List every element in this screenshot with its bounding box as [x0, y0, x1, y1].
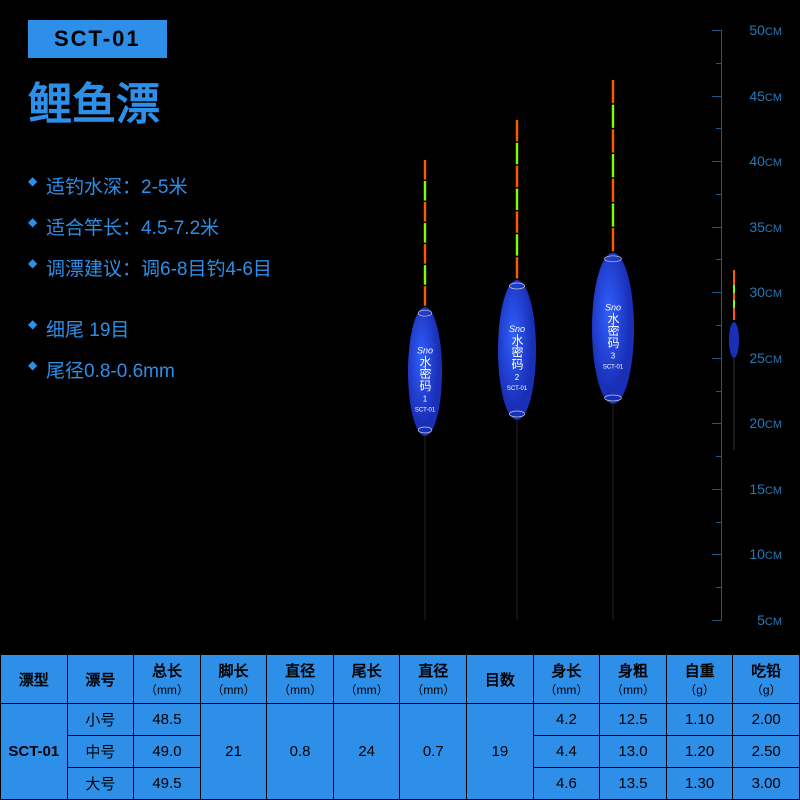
table-header: 自重（g） — [666, 655, 733, 704]
ruler-mark: 15CM — [749, 481, 782, 497]
ruler-mark: 45CM — [749, 88, 782, 104]
spec-table: 漂型漂号总长（mm）脚长（mm）直径（mm）尾长（mm）直径（mm）目数身长（m… — [0, 654, 800, 800]
float-product: Sno 水密码 3 SCT-01 — [578, 80, 648, 620]
svg-text:2: 2 — [515, 373, 520, 382]
mini-float-icon — [726, 270, 742, 455]
svg-text:水密码: 水密码 — [510, 334, 524, 370]
svg-text:SCT-01: SCT-01 — [415, 408, 436, 414]
svg-text:1: 1 — [423, 395, 428, 404]
table-header: 直径（mm） — [267, 655, 334, 704]
svg-text:Sno: Sno — [605, 302, 621, 312]
svg-text:SCT-01: SCT-01 — [603, 364, 624, 370]
ruler-mark: 40CM — [749, 153, 782, 169]
table-header: 身长（mm） — [533, 655, 600, 704]
table-header: 脚长（mm） — [200, 655, 267, 704]
float-illustration: Sno 水密码 1 SCT-01 Sno 水密码 2 SCT-01 Sno 水密… — [350, 20, 680, 620]
svg-text:3: 3 — [611, 351, 616, 360]
ruler-mark: 35CM — [749, 219, 782, 235]
model-code-badge: SCT-01 — [28, 20, 167, 58]
svg-text:SCT-01: SCT-01 — [507, 386, 528, 392]
table-header: 吃铅（g） — [733, 655, 800, 704]
ruler-mark: 20CM — [749, 415, 782, 431]
ruler-mark: 25CM — [749, 350, 782, 366]
ruler-scale: 50CM45CM40CM35CM30CM25CM20CM15CM10CM5CM — [720, 30, 800, 620]
table-header: 尾长（mm） — [333, 655, 400, 704]
ruler-mark: 50CM — [749, 22, 782, 38]
ruler-mark: 10CM — [749, 546, 782, 562]
table-header: 直径（mm） — [400, 655, 467, 704]
svg-text:Sno: Sno — [509, 324, 525, 334]
float-product: Sno 水密码 1 SCT-01 — [390, 160, 460, 620]
ruler-mark: 5CM — [757, 612, 782, 628]
svg-text:Sno: Sno — [417, 346, 433, 356]
svg-text:水密码: 水密码 — [418, 355, 432, 391]
table-row: SCT-01小号48.5210.8240.7194.212.51.102.00 — [1, 704, 800, 736]
table-header: 漂号 — [67, 655, 134, 704]
svg-text:水密码: 水密码 — [606, 312, 620, 348]
ruler-mark: 30CM — [749, 284, 782, 300]
table-header: 漂型 — [1, 655, 68, 704]
table-header: 身粗（mm） — [600, 655, 667, 704]
table-header: 总长（mm） — [134, 655, 201, 704]
float-product: Sno 水密码 2 SCT-01 — [482, 120, 552, 620]
table-header: 目数 — [467, 655, 534, 704]
